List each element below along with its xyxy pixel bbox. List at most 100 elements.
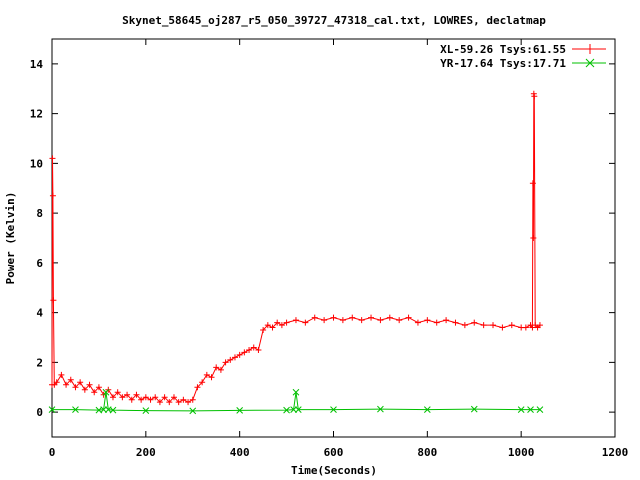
y-tick-label: 12 [30, 108, 43, 121]
y-tick-label: 10 [30, 157, 43, 170]
series-point-xl [175, 399, 182, 406]
series-point-xl [77, 379, 84, 386]
series-point-xl [522, 324, 529, 331]
series-point-xl [114, 389, 121, 396]
series-point-xl [208, 374, 215, 381]
y-tick-label: 2 [36, 356, 43, 369]
chart-title: Skynet_58645_oj287_r5_050_39727_47318_ca… [122, 14, 546, 27]
series-point-xl [536, 322, 543, 329]
series-point-xl [452, 319, 459, 326]
series-point-xl [292, 317, 299, 324]
legend: XL-59.26 Tsys:61.55 YR-17.64 Tsys:17.71 [440, 43, 606, 70]
series-point-yr [517, 406, 525, 413]
series-point-xl [461, 322, 468, 329]
series-point-xl [405, 314, 412, 321]
series-point-xl [508, 322, 515, 329]
series-point-xl [264, 322, 271, 329]
series-point-xl [471, 319, 478, 326]
series-point-xl [124, 391, 131, 398]
y-tick-label: 6 [36, 257, 43, 270]
series-point-yr [142, 407, 150, 414]
series-point-xl [49, 155, 56, 162]
x-tick-label: 1000 [508, 446, 535, 459]
series-point-xl [531, 93, 538, 100]
y-tick-label: 4 [36, 307, 43, 320]
series-point-xl [424, 317, 431, 324]
series-point-xl [490, 322, 497, 329]
series-point-xl [443, 317, 450, 324]
series-point-xl [227, 356, 234, 363]
series-point-xl [166, 399, 173, 406]
series-point-xl [50, 297, 57, 304]
series-point-xl [377, 317, 384, 324]
series-point-xl [180, 396, 187, 403]
series-point-yr [109, 406, 117, 414]
x-tick-label: 800 [417, 446, 437, 459]
series-point-xl [213, 364, 220, 371]
series-point-xl [433, 319, 440, 326]
series-point-xl [152, 394, 159, 401]
series-point-xl [241, 349, 248, 356]
series-point-xl [368, 314, 375, 321]
series-point-yr [189, 407, 197, 415]
series-point-xl [386, 314, 393, 321]
series-point-xl [250, 344, 257, 351]
x-tick-label: 200 [136, 446, 156, 459]
series-point-xl [349, 314, 356, 321]
series-point-xl [58, 371, 65, 378]
series-layer [48, 90, 544, 415]
series-point-xl [128, 396, 135, 403]
series-point-xl [330, 314, 337, 321]
series-point-xl [358, 317, 365, 324]
series-point-xl [231, 354, 238, 361]
series-point-xl [63, 381, 70, 388]
series-point-xl [86, 381, 93, 388]
series-point-xl [396, 317, 403, 324]
series-point-xl [530, 235, 537, 241]
series-point-xl [119, 394, 126, 401]
legend-label-xl: XL-59.26 Tsys:61.55 [440, 43, 566, 56]
series-point-xl [246, 346, 253, 353]
series-point-xl [480, 322, 487, 329]
series-point-xl [529, 180, 536, 187]
series-point-xl [414, 319, 421, 326]
series-point-xl [109, 394, 116, 401]
series-point-yr [48, 406, 56, 413]
series-point-xl [67, 376, 74, 383]
series-point-yr [527, 406, 534, 413]
x-tick-label: 1200 [602, 446, 629, 459]
series-point-yr [536, 406, 544, 413]
series-point-xl [302, 319, 309, 326]
series-point-xl [147, 396, 154, 403]
legend-label-yr: YR-17.64 Tsys:17.71 [440, 57, 566, 70]
legend-marker-xl [585, 44, 595, 54]
series-line-xl [51, 93, 541, 403]
y-tick-label: 0 [36, 406, 43, 419]
series-point-xl [283, 319, 290, 326]
x-tick-label: 400 [230, 446, 250, 459]
series-point-xl [156, 399, 163, 406]
axis-ticks: 0 200 400 600 800 1000 1200 0 2 4 6 8 10 12 14 [30, 39, 629, 459]
series-point-xl [170, 394, 177, 401]
series-point-xl [260, 327, 267, 334]
series-point-xl [189, 396, 196, 403]
series-point-xl [236, 351, 243, 358]
series-point-xl [311, 314, 318, 321]
series-point-xl [278, 322, 285, 329]
series-point-xl [72, 384, 79, 391]
series-point-xl [269, 324, 276, 331]
y-tick-label: 14 [30, 58, 44, 71]
legend-marker-yr [585, 58, 595, 68]
x-tick-label: 0 [49, 446, 56, 459]
series-point-xl [339, 317, 346, 324]
series-point-xl [274, 319, 281, 326]
series-point-yr [294, 406, 302, 413]
series-point-xl [199, 379, 206, 386]
series-point-xl [138, 396, 145, 403]
series-point-xl [321, 317, 328, 324]
series-point-yr [102, 388, 110, 396]
x-tick-label: 600 [324, 446, 344, 459]
series-point-xl [81, 386, 88, 393]
y-tick-label: 8 [36, 207, 43, 220]
